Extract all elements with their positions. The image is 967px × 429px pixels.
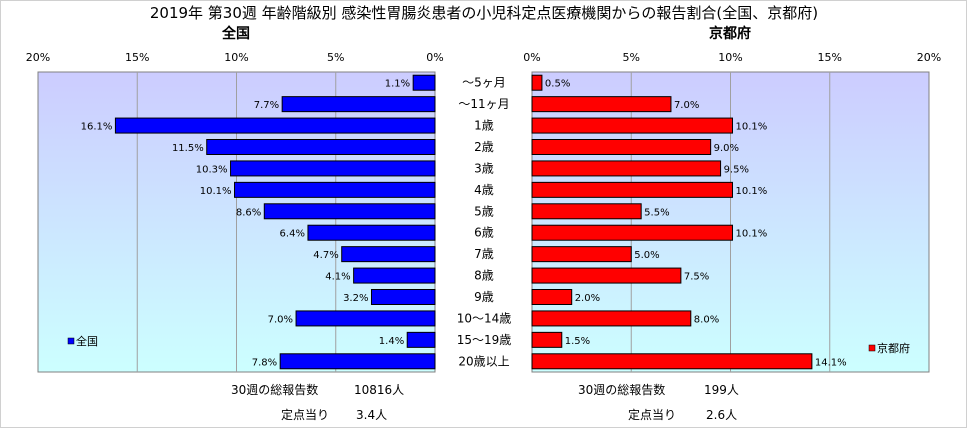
kyoto-tick-label: 5% [623, 51, 640, 64]
kyoto-tick-label: 20% [917, 51, 941, 64]
national-data-label: 7.7% [254, 100, 279, 111]
national-tick-label: 15% [125, 51, 149, 64]
national-data-label: 10.3% [196, 164, 228, 175]
kyoto-data-label: 10.1% [735, 122, 767, 133]
category-label: 8歳 [474, 269, 494, 283]
left-panel-title: 全国 [221, 25, 250, 42]
kyoto-data-label: 7.5% [684, 272, 709, 283]
kyoto-tick-label: 10% [718, 51, 742, 64]
kyoto-data-label: 8.0% [694, 314, 719, 325]
right-footer-total-value: 199人 [704, 383, 739, 397]
kyoto-data-label: 0.5% [545, 79, 570, 90]
national-data-label: 7.8% [252, 357, 277, 368]
national-data-label: 1.4% [379, 336, 404, 347]
national-data-label: 3.2% [343, 293, 368, 304]
national-data-label: 11.5% [172, 143, 204, 154]
national-bar [263, 203, 436, 220]
category-label: ～11ヶ月 [458, 97, 509, 111]
national-bar [307, 224, 436, 241]
national-tick-label: 5% [327, 51, 344, 64]
left-footer-per-label: 定点当り [281, 407, 329, 422]
kyoto-legend-label: 京都府 [877, 341, 910, 355]
kyoto-data-label: 14.1% [815, 357, 847, 368]
kyoto-data-label: 10.1% [735, 186, 767, 197]
national-bar [406, 331, 436, 348]
kyoto-bar [531, 224, 733, 241]
kyoto-bar [531, 331, 563, 348]
kyoto-tick-label: 0% [523, 51, 540, 64]
kyoto-bar [531, 96, 672, 113]
national-bar [114, 117, 436, 134]
category-label: 7歳 [474, 247, 494, 261]
kyoto-bar [531, 289, 573, 305]
kyoto-bar [531, 267, 682, 284]
category-label: 15～19歳 [457, 333, 512, 347]
kyoto-bar [531, 117, 733, 134]
category-label: 3歳 [474, 161, 494, 175]
right-panel-title: 京都府 [709, 25, 751, 42]
kyoto-data-label: 9.0% [714, 143, 739, 154]
kyoto-bar [531, 139, 712, 155]
category-label: 20歳以上 [458, 354, 509, 368]
category-label: ～5ヶ月 [462, 76, 506, 90]
category-label: 2歳 [474, 140, 494, 154]
national-bar [206, 139, 436, 155]
category-label: 4歳 [474, 183, 494, 197]
kyoto-tick-label: 15% [818, 51, 842, 64]
national-data-label: 6.4% [280, 229, 305, 240]
national-bar [281, 96, 436, 113]
kyoto-data-label: 5.0% [634, 250, 659, 261]
national-data-label: 4.7% [313, 250, 338, 261]
national-legend-label: 全国 [76, 334, 98, 348]
kyoto-bar [531, 181, 733, 198]
national-data-label: 8.6% [236, 207, 261, 218]
kyoto-data-label: 9.5% [724, 164, 749, 175]
category-label: 6歳 [474, 226, 494, 240]
category-label: 5歳 [474, 204, 494, 218]
national-tick-label: 20% [26, 51, 50, 64]
kyoto-data-label: 1.5% [565, 336, 590, 347]
national-bar [295, 310, 436, 327]
kyoto-bar [531, 74, 543, 91]
left-footer-per-value: 3.4人 [356, 408, 387, 422]
national-tick-label: 10% [224, 51, 248, 64]
right-footer-total-label: 30週の総報告数 [578, 382, 665, 397]
category-label: 9歳 [474, 290, 494, 304]
national-data-label: 10.1% [200, 186, 232, 197]
kyoto-bar [531, 246, 632, 263]
category-label: 10～14歳 [457, 311, 512, 325]
kyoto-data-label: 5.5% [644, 207, 669, 218]
national-data-label: 7.0% [268, 314, 293, 325]
national-bar [230, 160, 436, 177]
national-data-label: 4.1% [325, 272, 350, 283]
kyoto-bar [531, 353, 813, 370]
kyoto-legend-swatch [868, 344, 876, 352]
national-tick-label: 0% [426, 51, 443, 64]
kyoto-data-label: 2.0% [575, 293, 600, 304]
kyoto-bar [531, 310, 692, 327]
left-footer-total-value: 10816人 [354, 383, 404, 397]
kyoto-data-label: 10.1% [735, 229, 767, 240]
national-legend-swatch [67, 337, 75, 345]
right-footer-per-value: 2.6人 [706, 408, 737, 422]
national-bar [370, 289, 436, 305]
national-bar [353, 267, 436, 284]
national-bar [341, 246, 436, 263]
category-label: 1歳 [474, 119, 494, 133]
chart-title: 2019年 第30週 年齢階級別 感染性胃腸炎患者の小児科定点医療機関からの報告… [150, 4, 818, 22]
left-footer-total-label: 30週の総報告数 [231, 382, 318, 397]
kyoto-bar [531, 203, 642, 220]
kyoto-data-label: 7.0% [674, 100, 699, 111]
right-footer-per-label: 定点当り [628, 407, 676, 422]
national-bar [412, 74, 436, 91]
national-bar [279, 353, 436, 370]
national-data-label: 16.1% [81, 122, 113, 133]
national-data-label: 1.1% [385, 79, 410, 90]
national-bar [234, 181, 436, 198]
kyoto-bar [531, 160, 722, 177]
